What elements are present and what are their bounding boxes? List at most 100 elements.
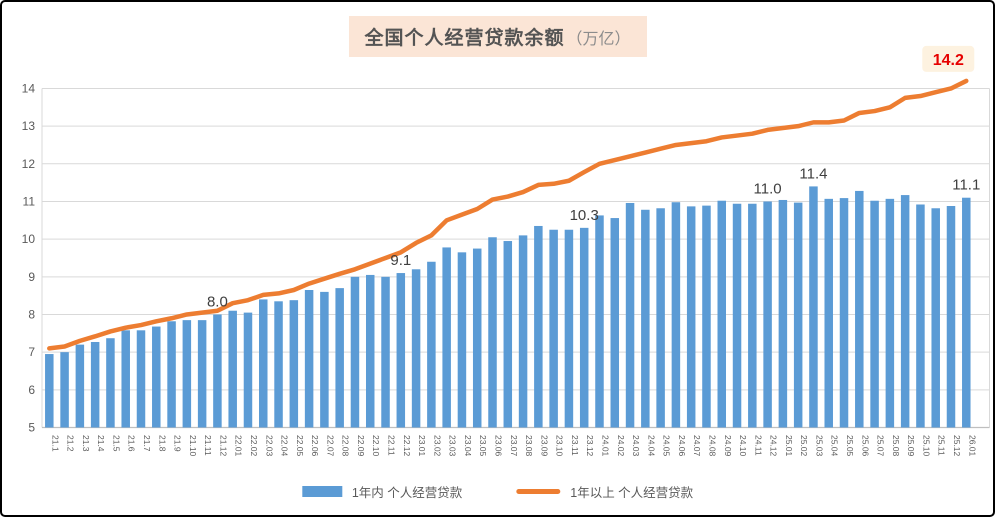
- bar: [335, 288, 344, 428]
- line-end-callout-box: [922, 45, 975, 72]
- x-tick-label: 25.10: [921, 435, 931, 457]
- y-tick-label: 14: [22, 81, 36, 95]
- x-tick-label: 22.12: [402, 435, 412, 457]
- bar: [60, 352, 69, 428]
- x-tick-label: 21.7: [142, 435, 152, 452]
- x-tick-label: 24.11: [753, 435, 763, 456]
- x-tick-label: 22.10: [371, 435, 381, 457]
- bar: [702, 205, 711, 428]
- x-tick-label: 22.04: [280, 435, 290, 457]
- x-tick-label: 24.08: [707, 435, 717, 457]
- bar: [809, 186, 818, 428]
- bar-value-labels: 8.0 9.1 10.3 11.0 11.4 11.1: [207, 165, 980, 310]
- bar: [243, 312, 253, 428]
- x-tick-label: 26.01: [967, 435, 977, 457]
- y-tick-label: 9: [28, 270, 35, 284]
- x-tick-label: 23.01: [417, 435, 427, 457]
- line-series-swatch-icon: [516, 489, 561, 494]
- x-tick-label: 25.06: [860, 435, 870, 457]
- x-axis-labels: 21.1 21.2 21.3 21.4 21.5 21.6 21.7 21.8 21.9 21.1…: [50, 435, 977, 457]
- line-series: [47, 78, 969, 351]
- x-tick-label: 21.6: [127, 435, 137, 452]
- bar: [320, 291, 329, 428]
- bar: [289, 300, 299, 428]
- bar: [870, 200, 879, 428]
- bar: [75, 344, 85, 428]
- chart-title-unit: （万亿）: [566, 31, 631, 48]
- bar: [350, 276, 360, 428]
- bar-series: [45, 186, 971, 428]
- bar-value-label: 11.0: [754, 180, 782, 197]
- bar: [564, 229, 574, 428]
- x-tick-label: 24.12: [769, 435, 779, 457]
- bar: [534, 225, 543, 428]
- x-tick-label: 25.03: [814, 435, 824, 457]
- x-tick-label: 21.10: [188, 435, 198, 457]
- bar-value-label: 10.3: [570, 207, 599, 224]
- x-tick-label: 21.1: [50, 435, 60, 452]
- legend-item-line-series: 1年以上 个人经营贷款: [516, 482, 693, 501]
- x-tick-label: 25.11: [937, 435, 947, 456]
- x-tick-label: 23.08: [524, 435, 534, 457]
- bar: [946, 206, 956, 428]
- bar: [732, 203, 742, 428]
- y-tick-label: 6: [28, 383, 35, 397]
- y-tick-label: 5: [28, 421, 35, 435]
- bar-value-label: 8.0: [207, 293, 228, 310]
- bar: [916, 204, 925, 428]
- x-tick-label: 23.07: [509, 435, 519, 457]
- bar: [197, 320, 207, 428]
- bar: [106, 338, 115, 428]
- y-tick-label: 7: [28, 345, 35, 359]
- bar: [396, 273, 406, 428]
- chart-title: 全国个人经营贷款余额 （万亿）: [348, 16, 647, 57]
- bar: [671, 202, 681, 428]
- x-tick-label: 23.05: [478, 435, 488, 457]
- x-tick-label: 25.12: [952, 435, 962, 457]
- y-tick-label: 10: [22, 232, 36, 246]
- x-tick-label: 24.01: [600, 435, 610, 457]
- bar: [793, 202, 803, 428]
- y-tick-label: 13: [22, 119, 36, 133]
- chart-legend: 1年内 个人经营贷款 1年以上 个人经营贷款: [301, 482, 693, 501]
- bar: [411, 269, 421, 428]
- x-tick-label: 24.02: [616, 435, 626, 457]
- bar: [442, 247, 451, 428]
- bar-value-label: 9.1: [390, 252, 411, 269]
- bar-value-label: 11.1: [952, 177, 980, 194]
- bar: [45, 354, 54, 428]
- x-tick-label: 22.11: [387, 435, 397, 456]
- bar: [595, 215, 604, 428]
- x-tick-label: 22.07: [325, 435, 335, 457]
- x-tick-label: 22.03: [264, 435, 274, 457]
- legend-label-line-series: 1年以上 个人经营贷款: [570, 486, 694, 500]
- bar: [472, 248, 482, 428]
- x-tick-label: 21.5: [111, 435, 121, 452]
- bar: [167, 321, 176, 428]
- x-tick-label: 25.02: [799, 435, 809, 457]
- bar-value-label: 11.4: [799, 165, 827, 182]
- x-tick-label: 25.09: [906, 435, 916, 457]
- x-tick-label: 21.9: [173, 435, 183, 452]
- line-end-callout: 14.2: [922, 45, 975, 72]
- bar: [839, 198, 849, 428]
- bar-series-swatch-icon: [301, 486, 342, 497]
- bar: [625, 202, 635, 428]
- x-tick-label: 22.06: [310, 435, 320, 457]
- legend-label-bar-series: 1年内 个人经营贷款: [351, 486, 463, 500]
- bar: [90, 341, 100, 428]
- x-tick-label: 24.03: [631, 435, 641, 457]
- bar: [855, 190, 864, 428]
- bar: [748, 203, 757, 428]
- line-end-value-label: 14.2: [933, 52, 964, 69]
- x-tick-label: 22.09: [356, 435, 366, 457]
- bar: [121, 330, 130, 428]
- bar: [381, 276, 390, 428]
- bar: [885, 198, 895, 428]
- x-tick-label: 21.3: [81, 435, 91, 452]
- x-tick-label: 23.12: [585, 435, 595, 457]
- x-tick-label: 21.2: [66, 435, 76, 452]
- x-tick-label: 24.07: [692, 435, 702, 457]
